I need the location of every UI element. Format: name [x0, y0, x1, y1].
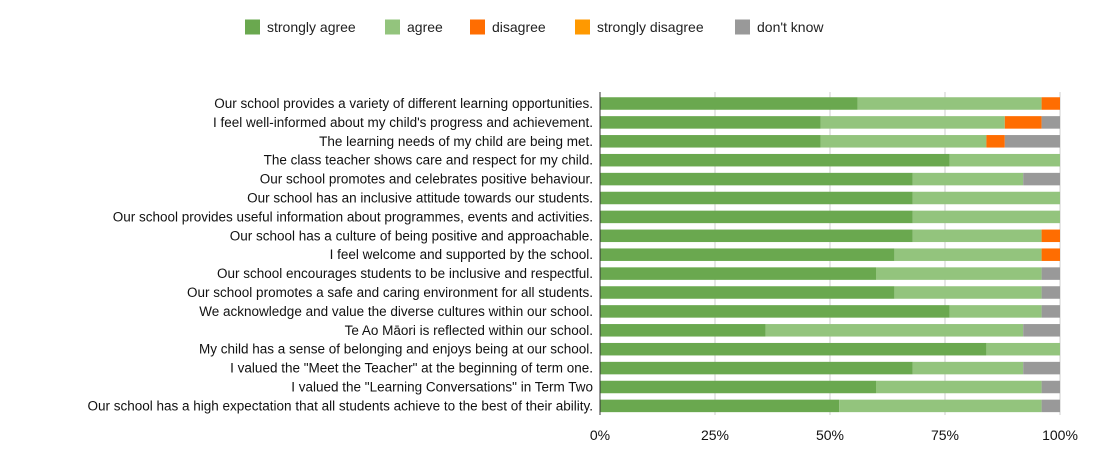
legend-swatch	[470, 19, 485, 35]
bar-segment	[1041, 286, 1060, 299]
bar-segment	[600, 116, 821, 129]
bar-segment	[600, 191, 913, 205]
bar-segment	[949, 305, 1042, 318]
bar-segment	[600, 248, 895, 261]
legend-swatch	[735, 19, 750, 35]
bar-segment	[1041, 248, 1060, 261]
x-tick-labels: 0% 25% 50% 75% 100%	[590, 427, 1078, 443]
legend-label: strongly disagree	[597, 19, 704, 35]
bar-segment	[600, 135, 821, 148]
bar-segment	[1023, 324, 1060, 337]
bar-segment	[876, 380, 1042, 394]
category-label: The learning needs of my child are being…	[319, 134, 593, 149]
bar-segment	[1041, 380, 1060, 394]
bar-segment	[600, 380, 876, 394]
legend: strongly agree agree disagree strongly disa…	[245, 19, 824, 35]
category-labels: Our school provides a variety of differe…	[87, 96, 593, 413]
bar-segment	[1004, 135, 1060, 148]
bar-segment	[912, 210, 1060, 224]
legend-label: strongly agree	[267, 19, 356, 35]
bar-segment	[1023, 172, 1060, 186]
category-label: Our school has a high expectation that a…	[87, 398, 593, 413]
x-tick-label: 50%	[816, 427, 844, 443]
category-label: I feel welcome and supported by the scho…	[330, 247, 593, 262]
x-tick-label: 25%	[701, 427, 729, 443]
bar-segment	[600, 210, 913, 224]
bar-segment	[1004, 116, 1042, 129]
category-label: Our school encourages students to be inc…	[217, 266, 593, 281]
bar-segment	[912, 229, 1042, 243]
bar-segment	[894, 286, 1042, 299]
bar-segment	[839, 399, 1042, 413]
bar-segment	[986, 342, 1060, 356]
legend-swatch	[385, 19, 400, 35]
bars	[600, 97, 1060, 413]
category-label: We acknowledge and value the diverse cul…	[199, 304, 593, 319]
bar-segment	[1041, 97, 1060, 110]
category-label: I valued the "Learning Conversations" in…	[291, 380, 593, 395]
bar-segment	[600, 324, 766, 337]
bar-segment	[912, 172, 1024, 186]
bar-segment	[894, 248, 1042, 261]
legend-swatch	[575, 19, 590, 35]
legend-label: don't know	[757, 19, 824, 35]
x-tick-label: 75%	[931, 427, 959, 443]
bar-segment	[600, 286, 895, 299]
bar-segment	[1041, 116, 1060, 129]
x-tick-label: 100%	[1042, 427, 1078, 443]
bar-segment	[949, 153, 1060, 167]
bar-segment	[1041, 399, 1060, 413]
bar-segment	[600, 97, 858, 110]
bar-segment	[600, 342, 987, 356]
bar-segment	[600, 172, 913, 186]
bar-segment	[986, 135, 1005, 148]
legend-swatch	[245, 19, 260, 35]
bar-segment	[912, 191, 1060, 205]
bar-segment	[765, 324, 1024, 337]
bar-segment	[1041, 305, 1060, 318]
category-label: My child has a sense of belonging and en…	[199, 342, 593, 357]
bar-segment	[820, 135, 987, 148]
bar-segment	[600, 361, 913, 375]
legend-label: disagree	[492, 19, 546, 35]
bar-segment	[600, 399, 840, 413]
bar-segment	[876, 267, 1042, 280]
x-tick-label: 0%	[590, 427, 610, 443]
bar-segment	[600, 153, 950, 167]
bar-segment	[600, 305, 950, 318]
bar-segment	[857, 97, 1042, 110]
category-label: Our school promotes a safe and caring en…	[187, 285, 593, 300]
bar-segment	[600, 267, 876, 280]
bar-segment	[912, 361, 1024, 375]
bar-segment	[820, 116, 1005, 129]
category-label: I valued the "Meet the Teacher" at the b…	[230, 361, 593, 376]
category-label: Our school provides a variety of differe…	[214, 96, 593, 111]
category-label: Te Ao Māori is reflected within our scho…	[345, 323, 593, 338]
bar-segment	[1023, 361, 1060, 375]
category-label: Our school provides useful information a…	[113, 209, 593, 224]
category-label: The class teacher shows care and respect…	[264, 153, 593, 168]
category-label: Our school has a culture of being positi…	[230, 228, 593, 243]
category-label: Our school promotes and celebrates posit…	[260, 172, 593, 187]
bar-segment	[1041, 229, 1060, 243]
bar-segment	[600, 229, 913, 243]
category-label: I feel well-informed about my child's pr…	[213, 115, 593, 130]
category-label: Our school has an inclusive attitude tow…	[247, 191, 593, 206]
bar-segment	[1041, 267, 1060, 280]
legend-label: agree	[407, 19, 443, 35]
